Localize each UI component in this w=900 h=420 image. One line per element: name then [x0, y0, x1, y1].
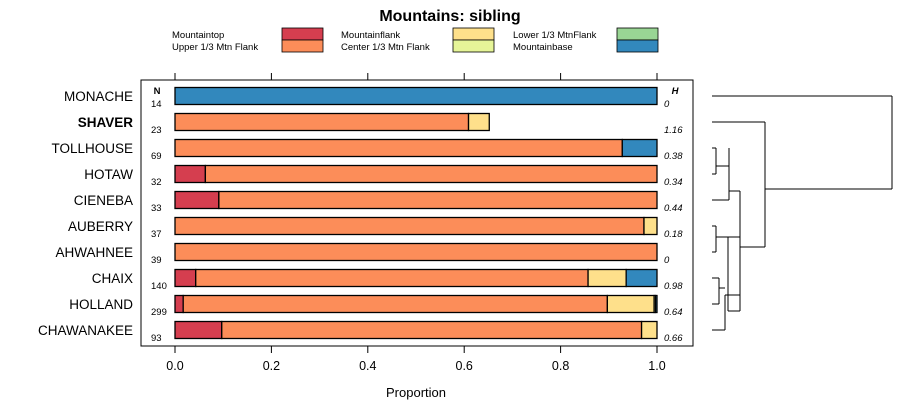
legend-swatch	[281, 27, 324, 41]
bar-segment	[204, 164, 658, 184]
h-header: H	[672, 86, 680, 97]
h-value: 0.98	[664, 281, 683, 292]
legend-label: Lower 1/3 MtnFlank	[513, 30, 597, 41]
n-value: 23	[151, 125, 162, 136]
x-axis-label: Proportion	[386, 385, 446, 400]
n-value: 37	[151, 229, 162, 240]
bar-segment	[218, 190, 658, 210]
x-tick-label: 0.2	[263, 359, 280, 373]
category-label: AUBERRY	[68, 219, 133, 234]
h-value: 0	[664, 99, 670, 110]
bar-segment	[174, 138, 623, 158]
plot-panel	[140, 79, 694, 347]
legend-label: Mountaintop	[172, 30, 224, 41]
n-value: 299	[151, 307, 167, 318]
legend-label: Center 1/3 Mtn Flank	[341, 42, 430, 53]
x-tick-label: 0.8	[552, 359, 569, 373]
legend-label: Mountainbase	[513, 42, 573, 53]
bar-segment	[640, 320, 658, 340]
bar-segment	[174, 242, 658, 262]
legend-swatch	[452, 39, 495, 53]
bar-segment	[174, 294, 184, 314]
bar-segment	[174, 164, 207, 184]
n-value: 39	[151, 255, 162, 266]
category-label: MONACHE	[64, 89, 133, 104]
bar-segment	[221, 320, 643, 340]
legend-swatch	[616, 39, 659, 53]
bar-segment	[625, 268, 658, 288]
h-value: 0.34	[664, 177, 683, 188]
h-value: 0.66	[664, 333, 683, 344]
bar-segment	[174, 216, 645, 236]
h-value: 0	[664, 255, 670, 266]
x-tick-label: 0.0	[166, 359, 183, 373]
bar-segment	[174, 112, 470, 132]
bar-segment	[174, 190, 220, 210]
bar-segment	[621, 138, 658, 158]
bar-segment	[174, 86, 658, 106]
category-label: CIENEBA	[74, 193, 133, 208]
h-value: 0.44	[664, 203, 683, 214]
category-label: CHAIX	[92, 271, 133, 286]
x-tick-label: 1.0	[648, 359, 665, 373]
legend-label: Upper 1/3 Mtn Flank	[172, 42, 258, 53]
n-value: 140	[151, 281, 167, 292]
bar-segment	[587, 268, 627, 288]
legend-swatch	[616, 27, 659, 41]
bar-segment	[182, 294, 609, 314]
n-value: 14	[151, 99, 162, 110]
bar-segment	[174, 320, 223, 340]
h-value: 0.64	[664, 307, 683, 318]
category-label: SHAVER	[78, 115, 134, 130]
category-label: HOTAW	[84, 167, 133, 182]
chart-title: Mountains: sibling	[379, 8, 520, 25]
h-value: 0.38	[664, 151, 683, 162]
h-value: 0.18	[664, 229, 683, 240]
bar-segment	[643, 216, 658, 236]
legend-swatch	[452, 27, 495, 41]
bar-segment	[174, 268, 197, 288]
category-label: AHWAHNEE	[55, 245, 133, 260]
x-tick-label: 0.6	[456, 359, 473, 373]
n-value: 93	[151, 333, 162, 344]
bar-segment	[606, 294, 655, 314]
bar-segment	[195, 268, 589, 288]
legend-label: Mountainflank	[341, 30, 400, 41]
h-value: 1.16	[664, 125, 683, 136]
n-value: 69	[151, 151, 162, 162]
category-label: TOLLHOUSE	[51, 141, 133, 156]
legend-swatch	[281, 39, 324, 53]
bar-segment	[654, 294, 658, 314]
category-label: HOLLAND	[69, 297, 133, 312]
bar-segment	[467, 112, 490, 132]
category-label: CHAWANAKEE	[38, 323, 133, 338]
n-header: N	[154, 86, 161, 97]
x-tick-label: 0.4	[359, 359, 376, 373]
n-value: 33	[151, 203, 162, 214]
n-value: 32	[151, 177, 162, 188]
